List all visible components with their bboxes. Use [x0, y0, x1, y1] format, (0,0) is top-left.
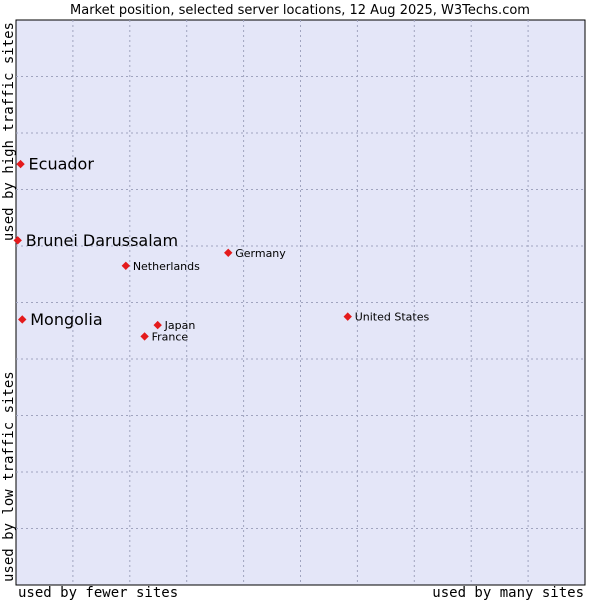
- point-marker-netherlands: [121, 261, 131, 270]
- chart-title: Market position, selected server locatio…: [70, 3, 530, 18]
- point-label-netherlands: Netherlands: [133, 260, 200, 273]
- x-axis-label-low: used by fewer sites: [18, 585, 178, 600]
- point-marker-ecuador: [16, 159, 25, 169]
- point-marker-france: [140, 332, 149, 341]
- point-label-brunei-darussalam: Brunei Darussalam: [26, 231, 178, 250]
- y-axis-label-high: used by high traffic sites: [1, 22, 17, 241]
- data-points: Ecuador Brunei Darussalam Mongolia Germany N…: [13, 155, 430, 343]
- point-label-ecuador: Ecuador: [29, 155, 95, 174]
- point-label-japan: Japan: [164, 319, 196, 332]
- point-marker-germany: [224, 248, 233, 257]
- x-axis-label-high: used by many sites: [432, 585, 584, 600]
- point-label-mongolia: Mongolia: [30, 310, 102, 329]
- point-label-united-states: United States: [355, 311, 430, 324]
- point-marker-mongolia: [18, 315, 27, 324]
- point-marker-brunei-darussalam: [13, 236, 22, 245]
- point-label-france: France: [152, 330, 189, 343]
- point-marker-japan: [153, 320, 162, 330]
- y-axis-label-low: used by low traffic sites: [1, 371, 17, 582]
- point-marker-united-states: [343, 312, 352, 321]
- point-label-germany: Germany: [235, 247, 286, 260]
- grid-lines: [16, 20, 585, 585]
